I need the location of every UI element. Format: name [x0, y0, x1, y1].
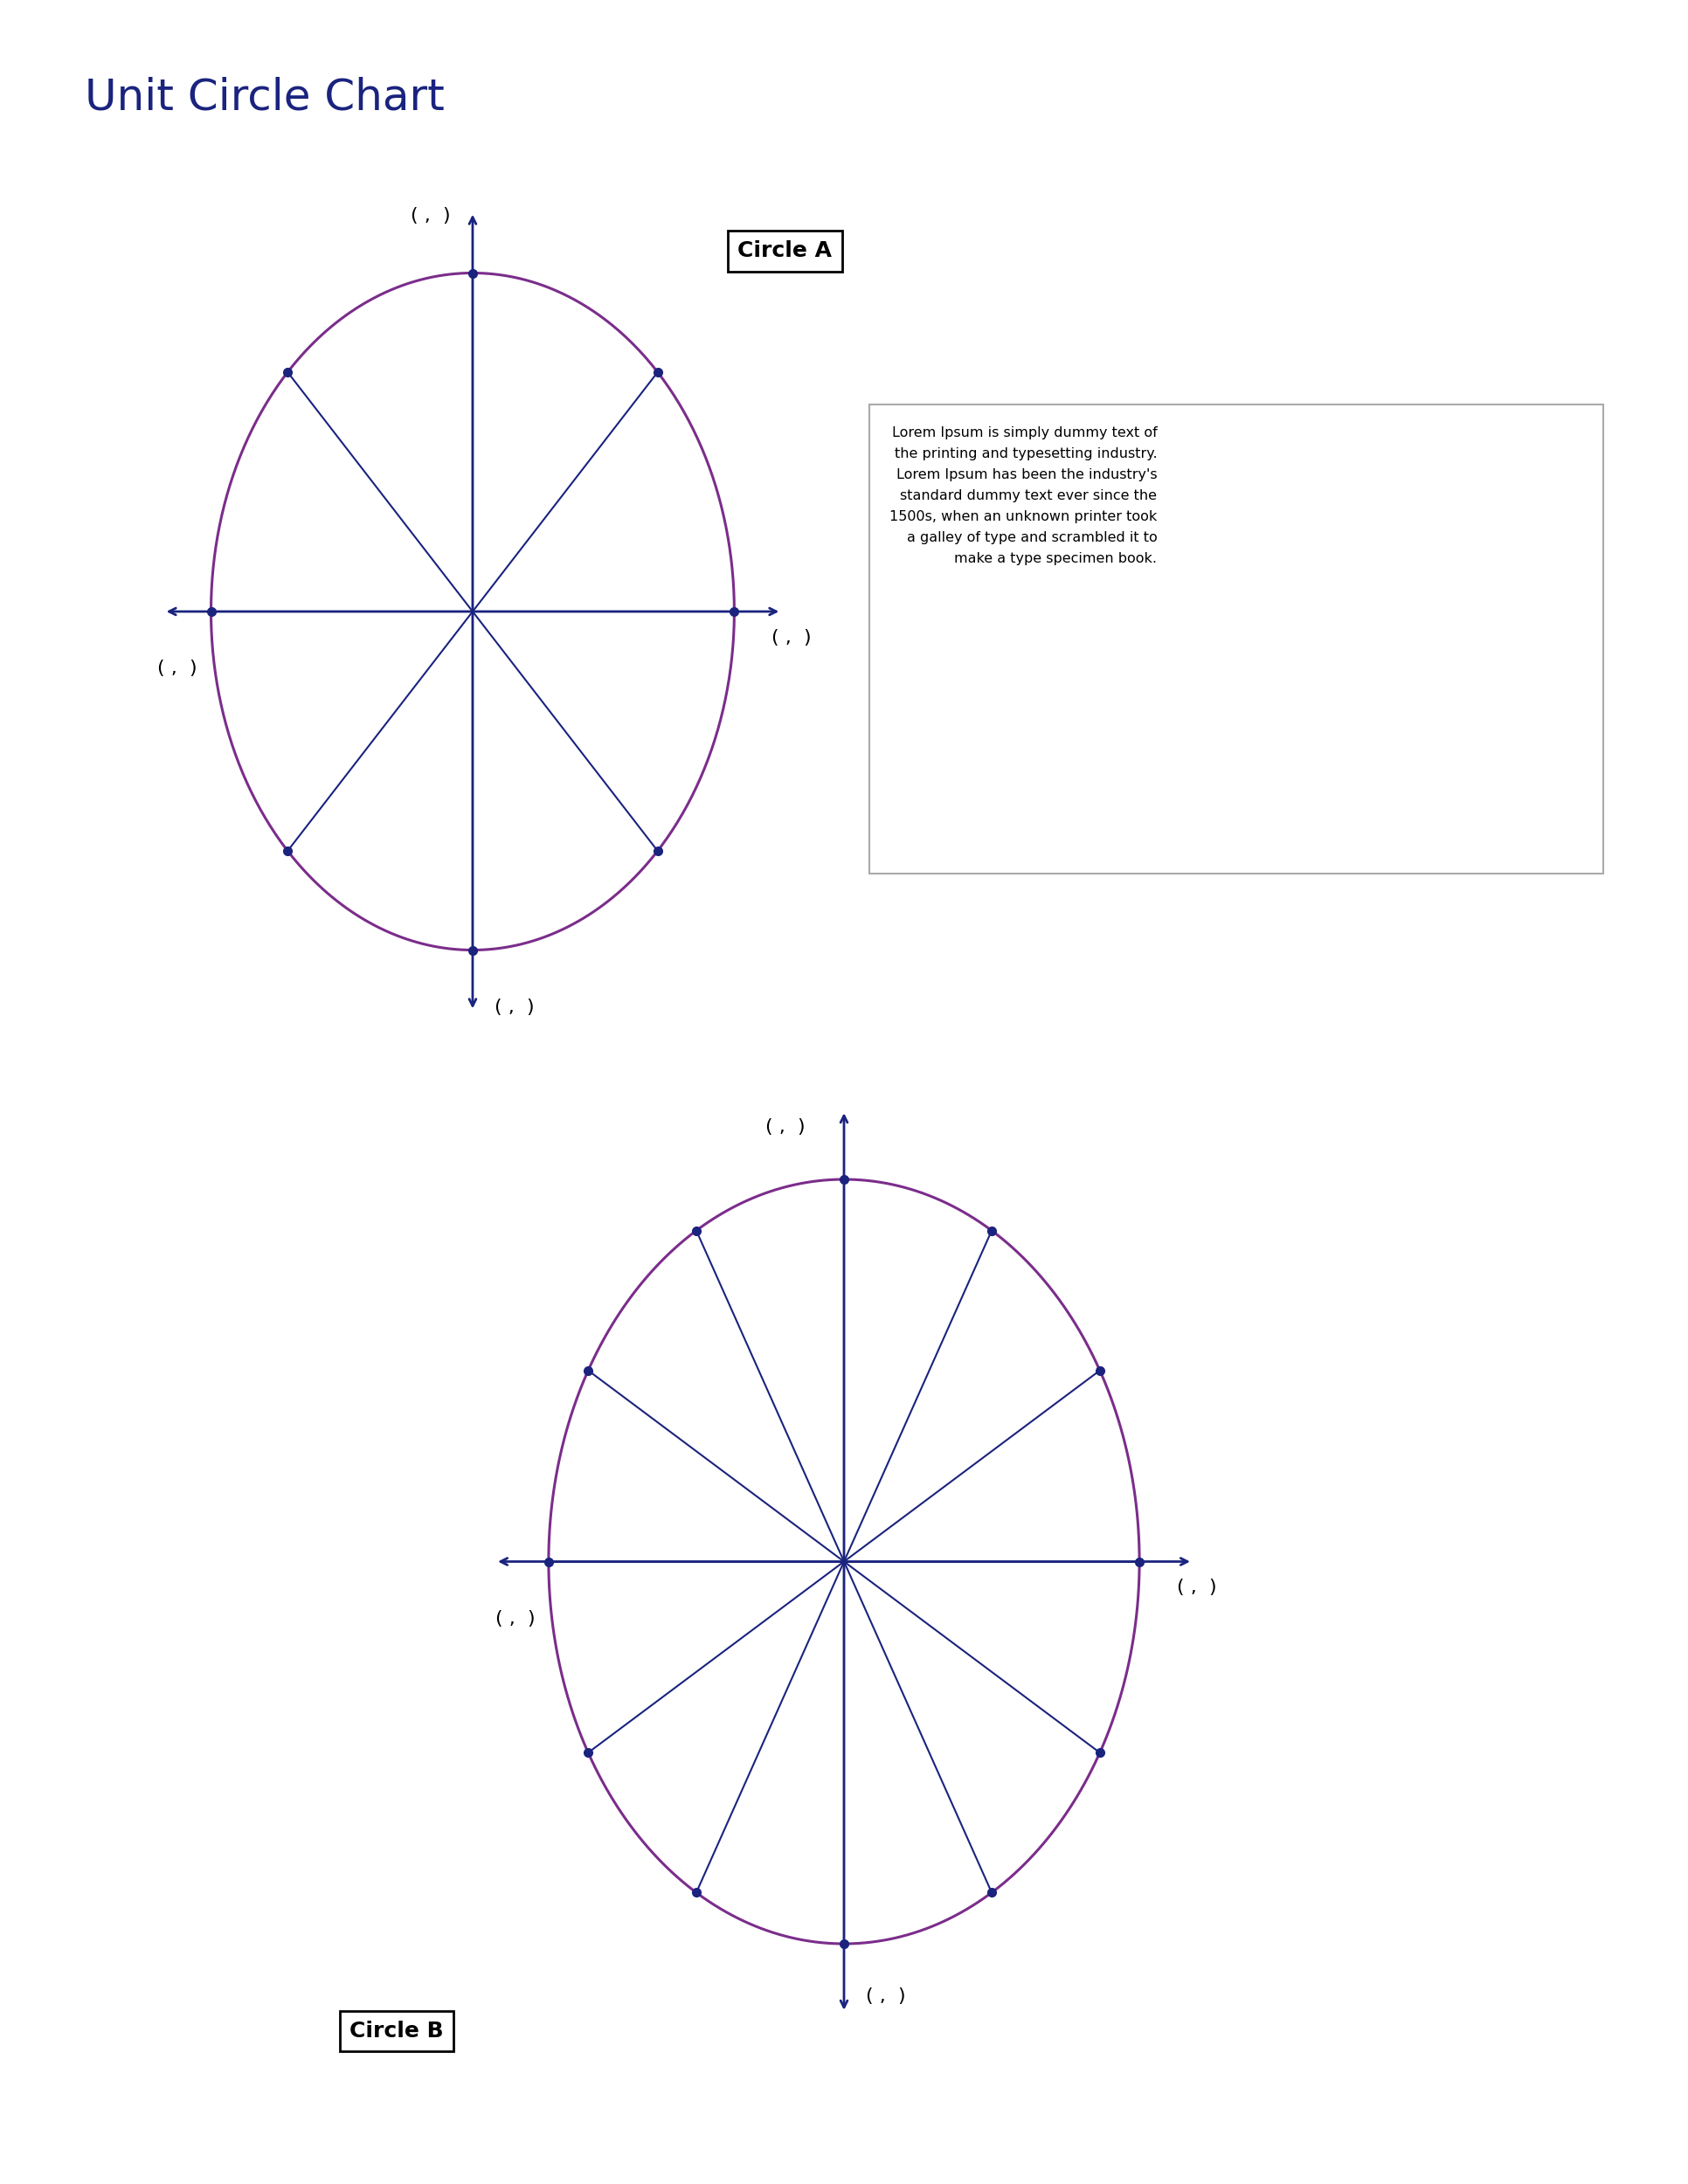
- Text: Circle B: Circle B: [349, 2020, 444, 2042]
- FancyBboxPatch shape: [869, 404, 1604, 874]
- Text: ( ,  ): ( , ): [1177, 1579, 1217, 1597]
- Text: ( ,  ): ( , ): [495, 1610, 535, 1627]
- Text: ( ,  ): ( , ): [866, 1987, 906, 2005]
- Text: Lorem Ipsum is simply dummy text of
the printing and typesetting industry.
Lorem: Lorem Ipsum is simply dummy text of the …: [890, 426, 1158, 566]
- Text: Unit Circle Chart: Unit Circle Chart: [84, 76, 444, 118]
- Text: ( ,  ): ( , ): [157, 660, 197, 677]
- Text: ( ,  ): ( , ): [495, 998, 535, 1016]
- Text: ( ,  ): ( , ): [765, 1118, 805, 1136]
- Text: Circle A: Circle A: [738, 240, 832, 262]
- Text: ( ,  ): ( , ): [771, 629, 812, 646]
- Text: ( ,  ): ( , ): [410, 207, 451, 225]
